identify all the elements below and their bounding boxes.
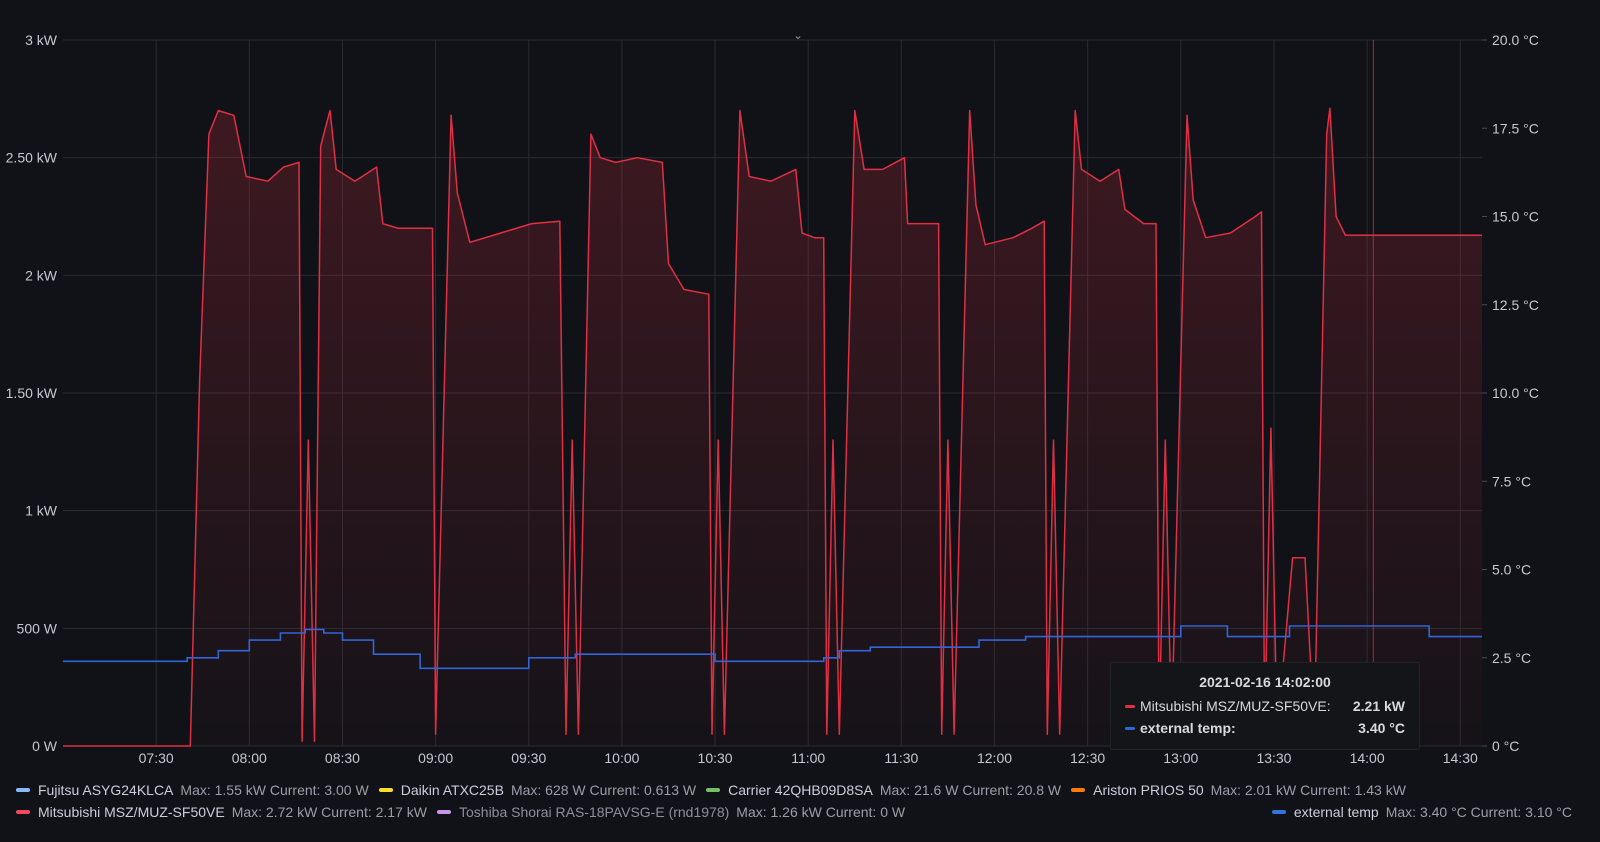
legend-item-toshiba[interactable]: Toshiba Shorai RAS-18PAVSG-E (rnd1978) M…: [437, 804, 905, 820]
legend-name: Ariston PRIOS 50: [1093, 782, 1204, 798]
tooltip-value: 2.21 kW: [1352, 698, 1405, 714]
series-swatch: [1071, 788, 1086, 792]
x-tick-label: 14:30: [1443, 750, 1478, 766]
legend-name: Daikin ATXC25B: [400, 782, 504, 798]
y-right-tick-label: 7.5 °C: [1492, 473, 1531, 489]
y-right-tick-label: 0 °C: [1492, 738, 1519, 754]
legend-row-1: Fujitsu ASYG24KLCA Max: 1.55 kW Current:…: [16, 782, 1416, 798]
legend-name: Mitsubishi MSZ/MUZ-SF50VE: [38, 804, 225, 820]
series-swatch: [378, 788, 393, 792]
x-tick-label: 09:00: [418, 750, 453, 766]
series-area-mitsubishi: [63, 108, 1482, 746]
x-tick-label: 11:30: [884, 750, 918, 766]
series-swatch: [1125, 726, 1135, 730]
legend-name: Fujitsu ASYG24KLCA: [38, 782, 174, 798]
legend-right: external temp Max: 3.40 °C Current: 3.10…: [1271, 804, 1572, 820]
legend-stats: Max: 21.6 W Current: 20.8 W: [879, 782, 1062, 798]
series-layer: [63, 40, 1482, 747]
legend-name: Carrier 42QHB09D8SA: [728, 782, 873, 798]
y-right-tick-label: 17.5 °C: [1492, 120, 1539, 136]
legend-stats: Max: 2.72 kW Current: 2.17 kW: [231, 804, 427, 820]
y-left-tick-label: 1 kW: [25, 503, 58, 519]
legend-item-daikin[interactable]: Daikin ATXC25B Max: 628 W Current: 0.613…: [378, 782, 697, 798]
series-swatch: [1271, 810, 1286, 814]
tooltip-time: 2021-02-16 14:02:00: [1199, 674, 1331, 690]
series-swatch: [1125, 704, 1135, 708]
legend-stats: Max: 2.01 kW Current: 1.43 kW: [1210, 782, 1406, 798]
x-tick-label: 12:30: [1070, 750, 1105, 766]
y-left-tick-label: 1.50 kW: [6, 385, 58, 401]
y-left-tick-label: 0 W: [32, 738, 58, 754]
y-right-tick-label: 15.0 °C: [1492, 209, 1539, 225]
series-swatch: [16, 788, 30, 792]
x-tick-label: 11:00: [791, 750, 825, 766]
x-tick-label: 08:00: [232, 750, 267, 766]
x-tick-label: 12:00: [977, 750, 1012, 766]
x-tick-label: 09:30: [511, 750, 546, 766]
legend-item-external-temp[interactable]: external temp Max: 3.40 °C Current: 3.10…: [1271, 804, 1572, 820]
y-right-tick-label: 12.5 °C: [1492, 297, 1539, 313]
tooltip-row: external temp: 3.40 °C: [1125, 720, 1405, 736]
y-left-tick-label: 2 kW: [25, 267, 58, 283]
y-right-tick-label: 2.5 °C: [1492, 650, 1531, 666]
legend-stats: Max: 3.40 °C Current: 3.10 °C: [1385, 804, 1572, 820]
x-tick-label: 14:00: [1350, 750, 1385, 766]
y-left-tick-label: 3 kW: [25, 32, 58, 48]
x-tick-label: 13:00: [1163, 750, 1198, 766]
legend-item-mitsubishi[interactable]: Mitsubishi MSZ/MUZ-SF50VE Max: 2.72 kW C…: [16, 804, 427, 820]
series-line-mitsubishi: [63, 107, 1482, 747]
legend-item-ariston[interactable]: Ariston PRIOS 50 Max: 2.01 kW Current: 1…: [1071, 782, 1406, 798]
legend-name: Toshiba Shorai RAS-18PAVSG-E (rnd1978): [459, 804, 730, 820]
series-swatch: [706, 788, 721, 792]
series-line-external-temp: [63, 625, 1482, 670]
legend-item-carrier[interactable]: Carrier 42QHB09D8SA Max: 21.6 W Current:…: [706, 782, 1061, 798]
series-swatch: [437, 810, 451, 814]
x-tick-label: 10:30: [698, 750, 733, 766]
legend-stats: Max: 1.26 kW Current: 0 W: [736, 804, 906, 820]
y-right-tick-label: 10.0 °C: [1492, 385, 1539, 401]
y-right-tick-label: 20.0 °C: [1492, 32, 1539, 48]
legend-row-2: Mitsubishi MSZ/MUZ-SF50VE Max: 2.72 kW C…: [16, 804, 915, 820]
axis-ticks: 0 W 500 W 1 kW 1.50 kW 2 kW 2.50 kW 3 kW 0 °C 2.…: [6, 32, 1539, 766]
tooltip-value: 3.40 °C: [1358, 720, 1405, 736]
series-swatch: [16, 810, 30, 814]
tooltip-series-name: Mitsubishi MSZ/MUZ-SF50VE:: [1140, 698, 1331, 714]
legend-name: external temp: [1293, 804, 1379, 820]
x-tick-label: 13:30: [1256, 750, 1291, 766]
hover-tooltip: 2021-02-16 14:02:00 Mitsubishi MSZ/MUZ-S…: [1110, 662, 1420, 750]
chevron-down-icon[interactable]: ⌄: [793, 28, 804, 42]
legend-stats: Max: 1.55 kW Current: 3.00 W: [180, 782, 369, 798]
tooltip-series-name: external temp:: [1140, 720, 1236, 736]
y-right-tick-label: 5.0 °C: [1492, 562, 1531, 578]
legend-stats: Max: 628 W Current: 0.613 W: [510, 782, 697, 798]
tooltip-row: Mitsubishi MSZ/MUZ-SF50VE: 2.21 kW: [1125, 698, 1405, 714]
legend-item-fujitsu[interactable]: Fujitsu ASYG24KLCA Max: 1.55 kW Current:…: [16, 782, 369, 798]
x-tick-label: 08:30: [325, 750, 360, 766]
x-tick-label: 10:00: [604, 750, 639, 766]
y-left-tick-label: 500 W: [17, 620, 58, 636]
x-tick-label: 07:30: [139, 750, 174, 766]
y-left-tick-label: 2.50 kW: [6, 150, 58, 166]
